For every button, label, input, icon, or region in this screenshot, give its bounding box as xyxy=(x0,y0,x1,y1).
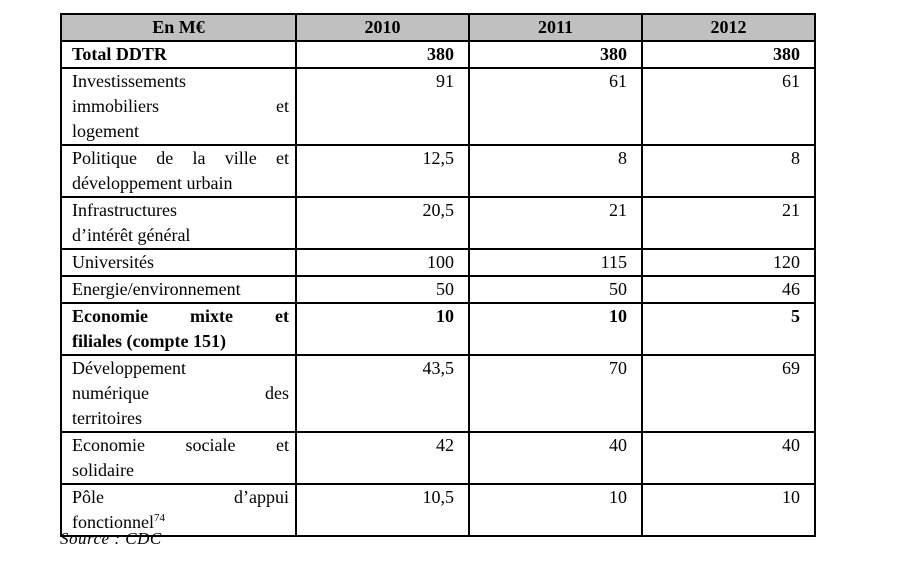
row-label-text: fonctionnel xyxy=(72,512,154,532)
header-unit-label: En M€ xyxy=(60,13,297,42)
row-label: Pôle d’appui fonctionnel74 xyxy=(60,483,297,537)
row-label-line: numérique des xyxy=(72,383,289,403)
cell-value-2012: 5 xyxy=(641,302,816,356)
cell-value-2010: 12,5 xyxy=(295,144,470,198)
cell-value-2010: 43,5 xyxy=(295,354,470,433)
cell-value-2012: 380 xyxy=(641,40,816,69)
row-label: Energie/environnement xyxy=(60,275,297,304)
table-row-energie-environnement: Energie/environnement 50 50 46 xyxy=(60,275,816,304)
cell-value-2012: 40 xyxy=(641,431,816,485)
header-year-2012: 2012 xyxy=(641,13,816,42)
row-label-line: Politique de la ville et xyxy=(72,148,289,168)
cell-value-2010: 42 xyxy=(295,431,470,485)
row-label-line: solidaire xyxy=(72,460,134,480)
row-label-line: Infrastructures xyxy=(72,200,177,220)
header-year-2011: 2011 xyxy=(468,13,643,42)
row-label-line: logement xyxy=(72,121,139,141)
row-label-line: développement urbain xyxy=(72,173,233,193)
cell-value-2011: 10 xyxy=(468,483,643,537)
cell-value-2012: 61 xyxy=(641,67,816,146)
row-label-line: territoires xyxy=(72,408,142,428)
cell-value-2012: 46 xyxy=(641,275,816,304)
table-header-row: En M€ 2010 2011 2012 xyxy=(60,13,816,42)
source-note: Source : CDC xyxy=(60,529,162,548)
row-label-line: Energie/environnement xyxy=(72,279,241,299)
table-row-developpement-numerique: Développement numérique des territoires … xyxy=(60,354,816,433)
table-row-universites: Universités 100 115 120 xyxy=(60,248,816,277)
row-label: Politique de la ville et développement u… xyxy=(60,144,297,198)
cell-value-2010: 10 xyxy=(295,302,470,356)
cell-value-2011: 61 xyxy=(468,67,643,146)
cell-value-2011: 40 xyxy=(468,431,643,485)
row-label-line: d’intérêt général xyxy=(72,225,191,245)
cell-value-2010: 380 xyxy=(295,40,470,69)
table-row-total-ddtr: Total DDTR 380 380 380 xyxy=(60,40,816,69)
row-label-line: filiales (compte 151) xyxy=(72,331,226,351)
table-row-economie-sociale: Economie sociale et solidaire 42 40 40 xyxy=(60,431,816,485)
row-label: Infrastructures d’intérêt général xyxy=(60,196,297,250)
row-label: Investissements immobiliers et logement xyxy=(60,67,297,146)
table-row-infrastructures: Infrastructures d’intérêt général 20,5 2… xyxy=(60,196,816,250)
row-label-line: Total DDTR xyxy=(72,44,167,64)
table-row-politique-ville: Politique de la ville et développement u… xyxy=(60,144,816,198)
row-label-line: Pôle d’appui xyxy=(72,487,289,507)
cell-value-2012: 21 xyxy=(641,196,816,250)
cell-value-2012: 8 xyxy=(641,144,816,198)
table-row-investissements: Investissements immobiliers et logement … xyxy=(60,67,816,146)
cell-value-2012: 120 xyxy=(641,248,816,277)
cell-value-2010: 50 xyxy=(295,275,470,304)
row-label-line: fonctionnel74 xyxy=(72,510,289,535)
cell-value-2010: 10,5 xyxy=(295,483,470,537)
row-label: Universités xyxy=(60,248,297,277)
cell-value-2011: 70 xyxy=(468,354,643,433)
cell-value-2011: 21 xyxy=(468,196,643,250)
row-label: Total DDTR xyxy=(60,40,297,69)
row-label-line: Economie mixte et xyxy=(72,306,289,326)
row-label: Economie mixte et filiales (compte 151) xyxy=(60,302,297,356)
row-label-line: immobiliers et xyxy=(72,96,289,116)
cell-value-2010: 91 xyxy=(295,67,470,146)
footnote-reference: 74 xyxy=(153,512,165,524)
cell-value-2010: 100 xyxy=(295,248,470,277)
row-label: Développement numérique des territoires xyxy=(60,354,297,433)
row-label-line: Economie sociale et xyxy=(72,435,289,455)
cell-value-2011: 8 xyxy=(468,144,643,198)
cell-value-2011: 50 xyxy=(468,275,643,304)
table-row-pole-appui: Pôle d’appui fonctionnel74 10,5 10 10 xyxy=(60,483,816,537)
cell-value-2012: 10 xyxy=(641,483,816,537)
row-label-line: Investissements xyxy=(72,71,186,91)
budget-table: En M€ 2010 2011 2012 Total DDTR 380 380 … xyxy=(60,13,816,537)
row-label-line: Développement xyxy=(72,358,186,378)
cell-value-2011: 10 xyxy=(468,302,643,356)
cell-value-2012: 69 xyxy=(641,354,816,433)
cell-value-2010: 20,5 xyxy=(295,196,470,250)
cell-value-2011: 115 xyxy=(468,248,643,277)
header-year-2010: 2010 xyxy=(295,13,470,42)
row-label: Economie sociale et solidaire xyxy=(60,431,297,485)
cell-value-2011: 380 xyxy=(468,40,643,69)
row-label-line: Universités xyxy=(72,252,154,272)
table-row-economie-mixte: Economie mixte et filiales (compte 151) … xyxy=(60,302,816,356)
